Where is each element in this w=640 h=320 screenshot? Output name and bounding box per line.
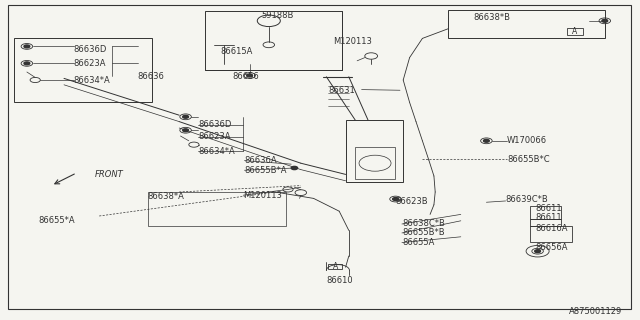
Text: 86611: 86611 [535,213,562,222]
Text: 86655B*B: 86655B*B [402,228,445,237]
Text: 86656: 86656 [232,72,259,81]
Text: 86636: 86636 [138,72,164,81]
Text: 86634*A: 86634*A [74,76,110,85]
Text: W170066: W170066 [507,136,547,145]
Text: 59188B: 59188B [261,12,294,20]
Bar [346,120,403,182]
Text: 86634*A: 86634*A [198,147,235,156]
Bar [14,38,152,102]
Text: 86639C*B: 86639C*B [506,195,548,204]
Text: FRONT: FRONT [95,170,124,179]
Text: 86655*A: 86655*A [38,216,75,225]
Text: 86610: 86610 [326,276,353,285]
Bar [328,264,342,269]
Text: 86615A: 86615A [221,47,253,56]
Text: A875001129: A875001129 [569,307,622,316]
Text: A: A [333,262,338,271]
Circle shape [484,139,489,142]
Bar [530,226,572,242]
Text: 86638*B: 86638*B [474,13,511,22]
Text: M120113: M120113 [333,37,372,46]
Circle shape [291,166,298,170]
Text: 86638*A: 86638*A [147,192,184,201]
Text: 86656A: 86656A [535,243,568,252]
Circle shape [24,45,30,48]
Text: 86636D: 86636D [198,120,232,129]
Text: 86616A: 86616A [535,224,568,233]
Circle shape [535,250,540,253]
Text: 86638C*B: 86638C*B [402,220,445,228]
Circle shape [183,116,188,118]
Bar [148,192,286,226]
Circle shape [602,19,608,22]
Text: 86623A: 86623A [74,60,106,68]
Text: 86636D: 86636D [74,45,107,54]
Circle shape [183,129,188,132]
Circle shape [247,74,253,77]
Text: 86655B*A: 86655B*A [244,166,287,175]
Text: A: A [572,27,578,36]
Text: 86636A: 86636A [244,156,277,165]
Text: 86611: 86611 [535,204,562,213]
Bar [530,206,561,219]
Circle shape [24,62,30,65]
Circle shape [393,197,398,200]
Bar [205,11,342,70]
Text: 86655A: 86655A [402,238,435,247]
Text: M120113: M120113 [243,191,282,200]
Bar [448,10,605,38]
Text: 86623A: 86623A [198,132,231,141]
Bar [567,28,583,35]
Text: 86631: 86631 [328,86,355,95]
Bar [530,219,561,226]
Text: 86623B: 86623B [396,197,428,206]
Bar [355,147,395,179]
Text: 86655B*C: 86655B*C [507,155,550,164]
